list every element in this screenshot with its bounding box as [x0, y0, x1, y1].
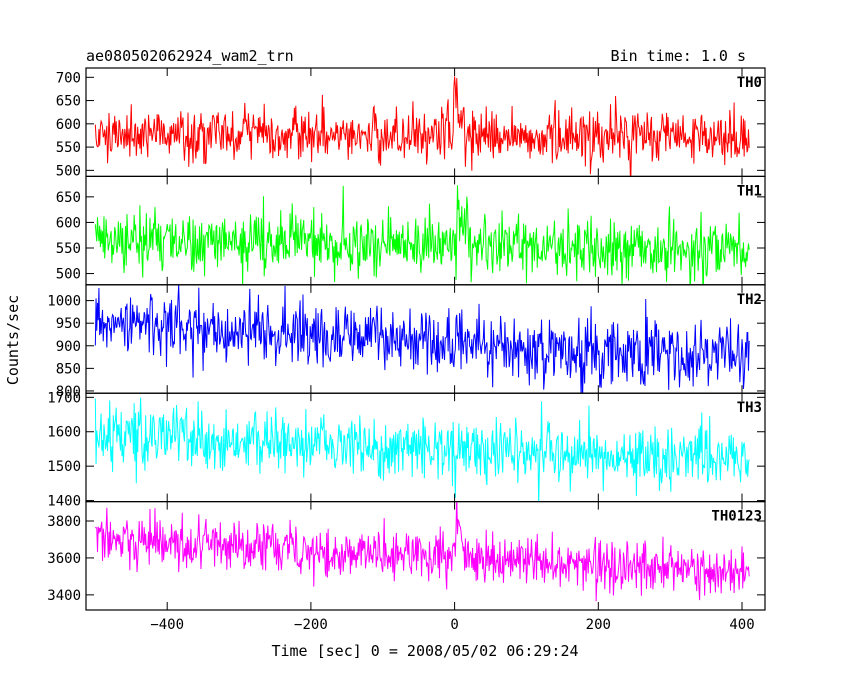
y-tick-label: 700 [56, 70, 81, 86]
series-line-th0 [94, 76, 750, 177]
x-tick-label: 400 [729, 617, 754, 633]
y-tick-label: 550 [56, 241, 81, 257]
y-axis-label: Counts/sec [4, 295, 22, 385]
panels-group: 500 550 600 650 700 TH0 500 550 600 650 TH1 800 850 9… [47, 67, 766, 611]
y-tick-label: 650 [56, 94, 81, 110]
panel-frame [85, 392, 766, 503]
y-tick-label: 3400 [47, 588, 81, 604]
x-axis-label: Time [sec] 0 = 2008/05/02 06:29:24 [271, 642, 578, 660]
x-tick-label: −400 [150, 617, 184, 633]
y-tick-label: 900 [56, 339, 81, 355]
x-tick-label: 200 [586, 617, 611, 633]
series-label-th0: TH0 [737, 75, 762, 91]
x-tick-label: 0 [450, 617, 458, 633]
series-line-th2 [94, 284, 750, 394]
bin-time-label: Bin time: 1.0 s [611, 47, 746, 65]
figure-title: ae080502062924_wam2_trn [86, 47, 294, 65]
series-line-th3 [94, 397, 750, 502]
panel-th3: 1400 1500 1600 1700 TH3 [47, 390, 766, 510]
y-tick-label: 550 [56, 140, 81, 156]
panel-th0: 500 550 600 650 700 TH0 [56, 67, 766, 179]
x-tick-label: −200 [294, 617, 328, 633]
panel-th0123: 3400 3600 3800 TH0123 [47, 501, 766, 611]
series-line-th0123 [95, 501, 750, 602]
y-tick-label: 500 [56, 267, 81, 283]
panel-th1: 500 550 600 650 TH1 [56, 175, 766, 286]
y-tick-label: 3600 [47, 551, 81, 567]
y-tick-label: 850 [56, 361, 81, 377]
series-label-th0123: TH0123 [711, 509, 762, 525]
y-tick-label: 500 [56, 163, 81, 179]
y-tick-label: 1700 [47, 390, 81, 406]
series-line-th1 [94, 185, 750, 285]
x-axis: −400 −200 0 200 400 [150, 617, 754, 633]
y-tick-label: 1500 [47, 459, 81, 475]
y-tick-label: 1600 [47, 425, 81, 441]
y-tick-label: 1000 [47, 294, 81, 310]
y-tick-label: 3800 [47, 514, 81, 530]
y-tick-label: 600 [56, 215, 81, 231]
y-tick-label: 950 [56, 316, 81, 332]
y-tick-label: 800 [56, 384, 81, 400]
panel-frame [85, 501, 766, 611]
series-label-th2: TH2 [737, 292, 762, 308]
series-label-th1: TH1 [737, 183, 762, 199]
y-tick-label: 1400 [47, 494, 81, 510]
y-tick-label: 600 [56, 117, 81, 133]
y-tick-label: 650 [56, 190, 81, 206]
panel-th2: 800 850 900 950 1000 TH2 [47, 284, 766, 400]
series-label-th3: TH3 [737, 400, 762, 416]
